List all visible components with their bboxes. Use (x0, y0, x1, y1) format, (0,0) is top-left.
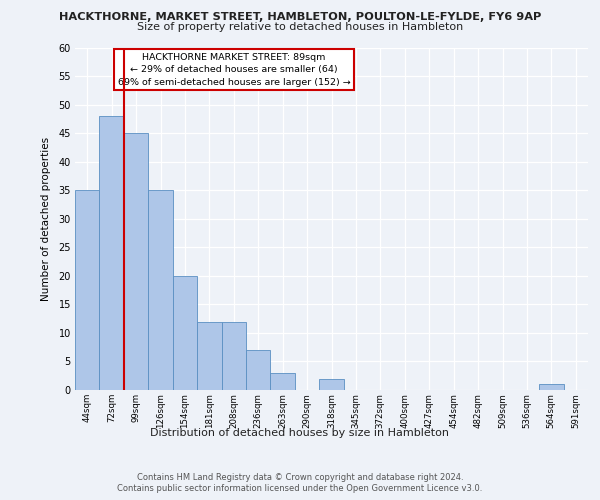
Bar (539, 384, 563, 390)
Bar (221, 322, 246, 390)
Text: HACKTHORNE MARKET STREET: 89sqm
← 29% of detached houses are smaller (64)
69% of: HACKTHORNE MARKET STREET: 89sqm ← 29% of… (118, 52, 350, 86)
Bar (124, 133, 148, 390)
Bar (75, 190, 100, 390)
Bar (271, 373, 295, 390)
Bar (197, 322, 221, 390)
Bar (319, 378, 344, 390)
Bar (246, 350, 271, 390)
Y-axis label: Number of detached properties: Number of detached properties (41, 136, 52, 301)
Text: Size of property relative to detached houses in Hambleton: Size of property relative to detached ho… (137, 22, 463, 32)
Bar (173, 276, 197, 390)
Bar (100, 116, 124, 390)
Text: Contains public sector information licensed under the Open Government Licence v3: Contains public sector information licen… (118, 484, 482, 493)
Text: Contains HM Land Registry data © Crown copyright and database right 2024.: Contains HM Land Registry data © Crown c… (137, 472, 463, 482)
Bar (148, 190, 173, 390)
Text: HACKTHORNE, MARKET STREET, HAMBLETON, POULTON-LE-FYLDE, FY6 9AP: HACKTHORNE, MARKET STREET, HAMBLETON, PO… (59, 12, 541, 22)
Text: Distribution of detached houses by size in Hambleton: Distribution of detached houses by size … (151, 428, 449, 438)
